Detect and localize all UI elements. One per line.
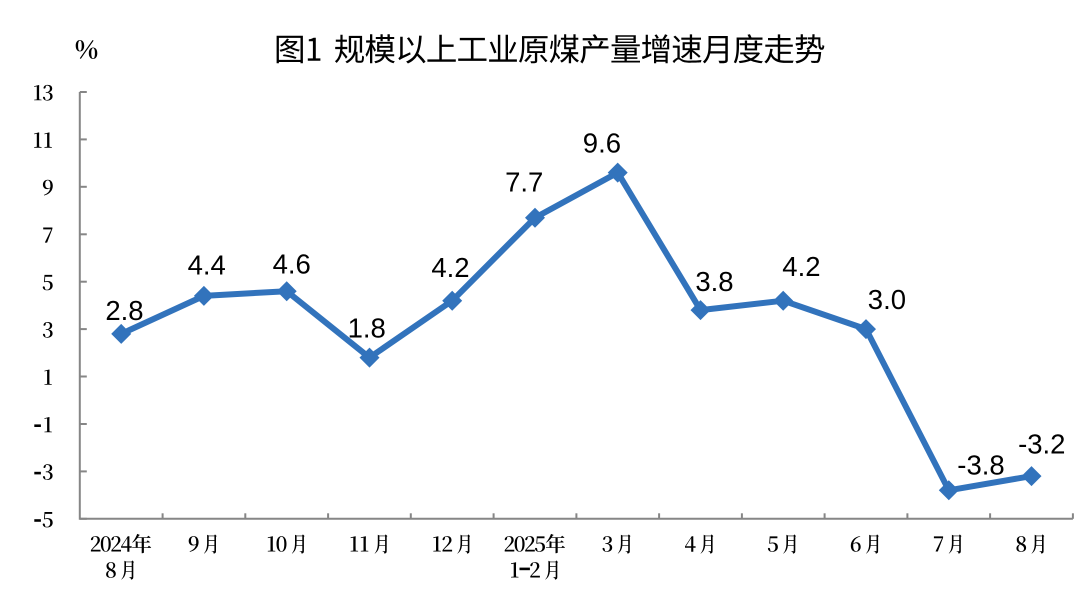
svg-text:4.6: 4.6 — [273, 249, 311, 280]
svg-text:1.8: 1.8 — [348, 313, 386, 344]
svg-text:-3.2: -3.2 — [1018, 429, 1065, 460]
svg-text:4.2: 4.2 — [782, 251, 820, 282]
svg-text:7.7: 7.7 — [505, 167, 543, 198]
svg-text:-3.8: -3.8 — [957, 449, 1004, 480]
svg-text:3.8: 3.8 — [695, 266, 733, 297]
svg-text:4.2: 4.2 — [431, 252, 469, 283]
svg-text:4.4: 4.4 — [188, 249, 226, 280]
svg-text:2.8: 2.8 — [105, 295, 143, 326]
svg-text:9.6: 9.6 — [583, 127, 621, 158]
svg-text:3.0: 3.0 — [868, 284, 906, 315]
